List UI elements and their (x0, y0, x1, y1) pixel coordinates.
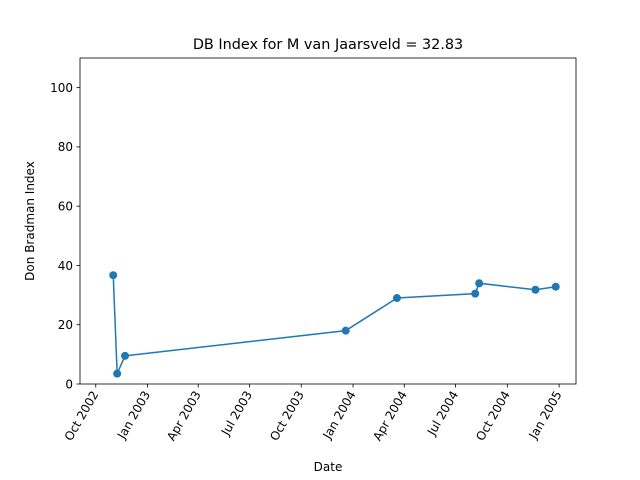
data-point (341, 326, 350, 335)
x-axis: Oct 2002 Jan 2003 Apr 2003 Jul 2003 Oct 2003… (62, 384, 565, 443)
y-tick-label: 20 (58, 318, 73, 332)
x-tick-label: Jul 2003 (218, 389, 255, 439)
y-tick-label: 60 (58, 199, 73, 213)
data-point (392, 294, 401, 303)
series-line (112, 275, 556, 374)
data-point (109, 271, 118, 280)
y-tick-label: 80 (58, 140, 73, 154)
data-point (475, 279, 484, 288)
x-tick-label: Apr 2004 (370, 389, 410, 444)
plot-area (109, 271, 560, 378)
y-tick-label: 0 (65, 377, 73, 391)
x-tick-label: Oct 2004 (473, 389, 513, 444)
data-point (471, 289, 480, 298)
data-point (121, 351, 130, 360)
x-tick-label: Oct 2002 (62, 389, 102, 444)
x-tick-label: Jul 2004 (424, 389, 461, 439)
chart-title: DB Index for M van Jaarsveld = 32.83 (193, 37, 463, 53)
x-tick-label: Apr 2003 (164, 389, 204, 444)
y-axis: 0 20 40 60 80 100 (50, 81, 80, 391)
x-tick-label: Jan 2003 (114, 389, 153, 443)
axes-frame (79, 57, 577, 385)
x-tick-label: Oct 2003 (267, 389, 307, 444)
x-axis-label: Date (314, 460, 343, 474)
y-axis-label: Don Bradman Index (23, 161, 37, 281)
data-point (531, 285, 540, 294)
data-point (113, 369, 122, 378)
data-point (551, 282, 560, 291)
x-tick-label: Jan 2005 (526, 389, 565, 443)
x-tick-label: Jan 2004 (320, 389, 359, 443)
y-tick-label: 100 (50, 81, 73, 95)
y-tick-label: 40 (58, 259, 73, 273)
